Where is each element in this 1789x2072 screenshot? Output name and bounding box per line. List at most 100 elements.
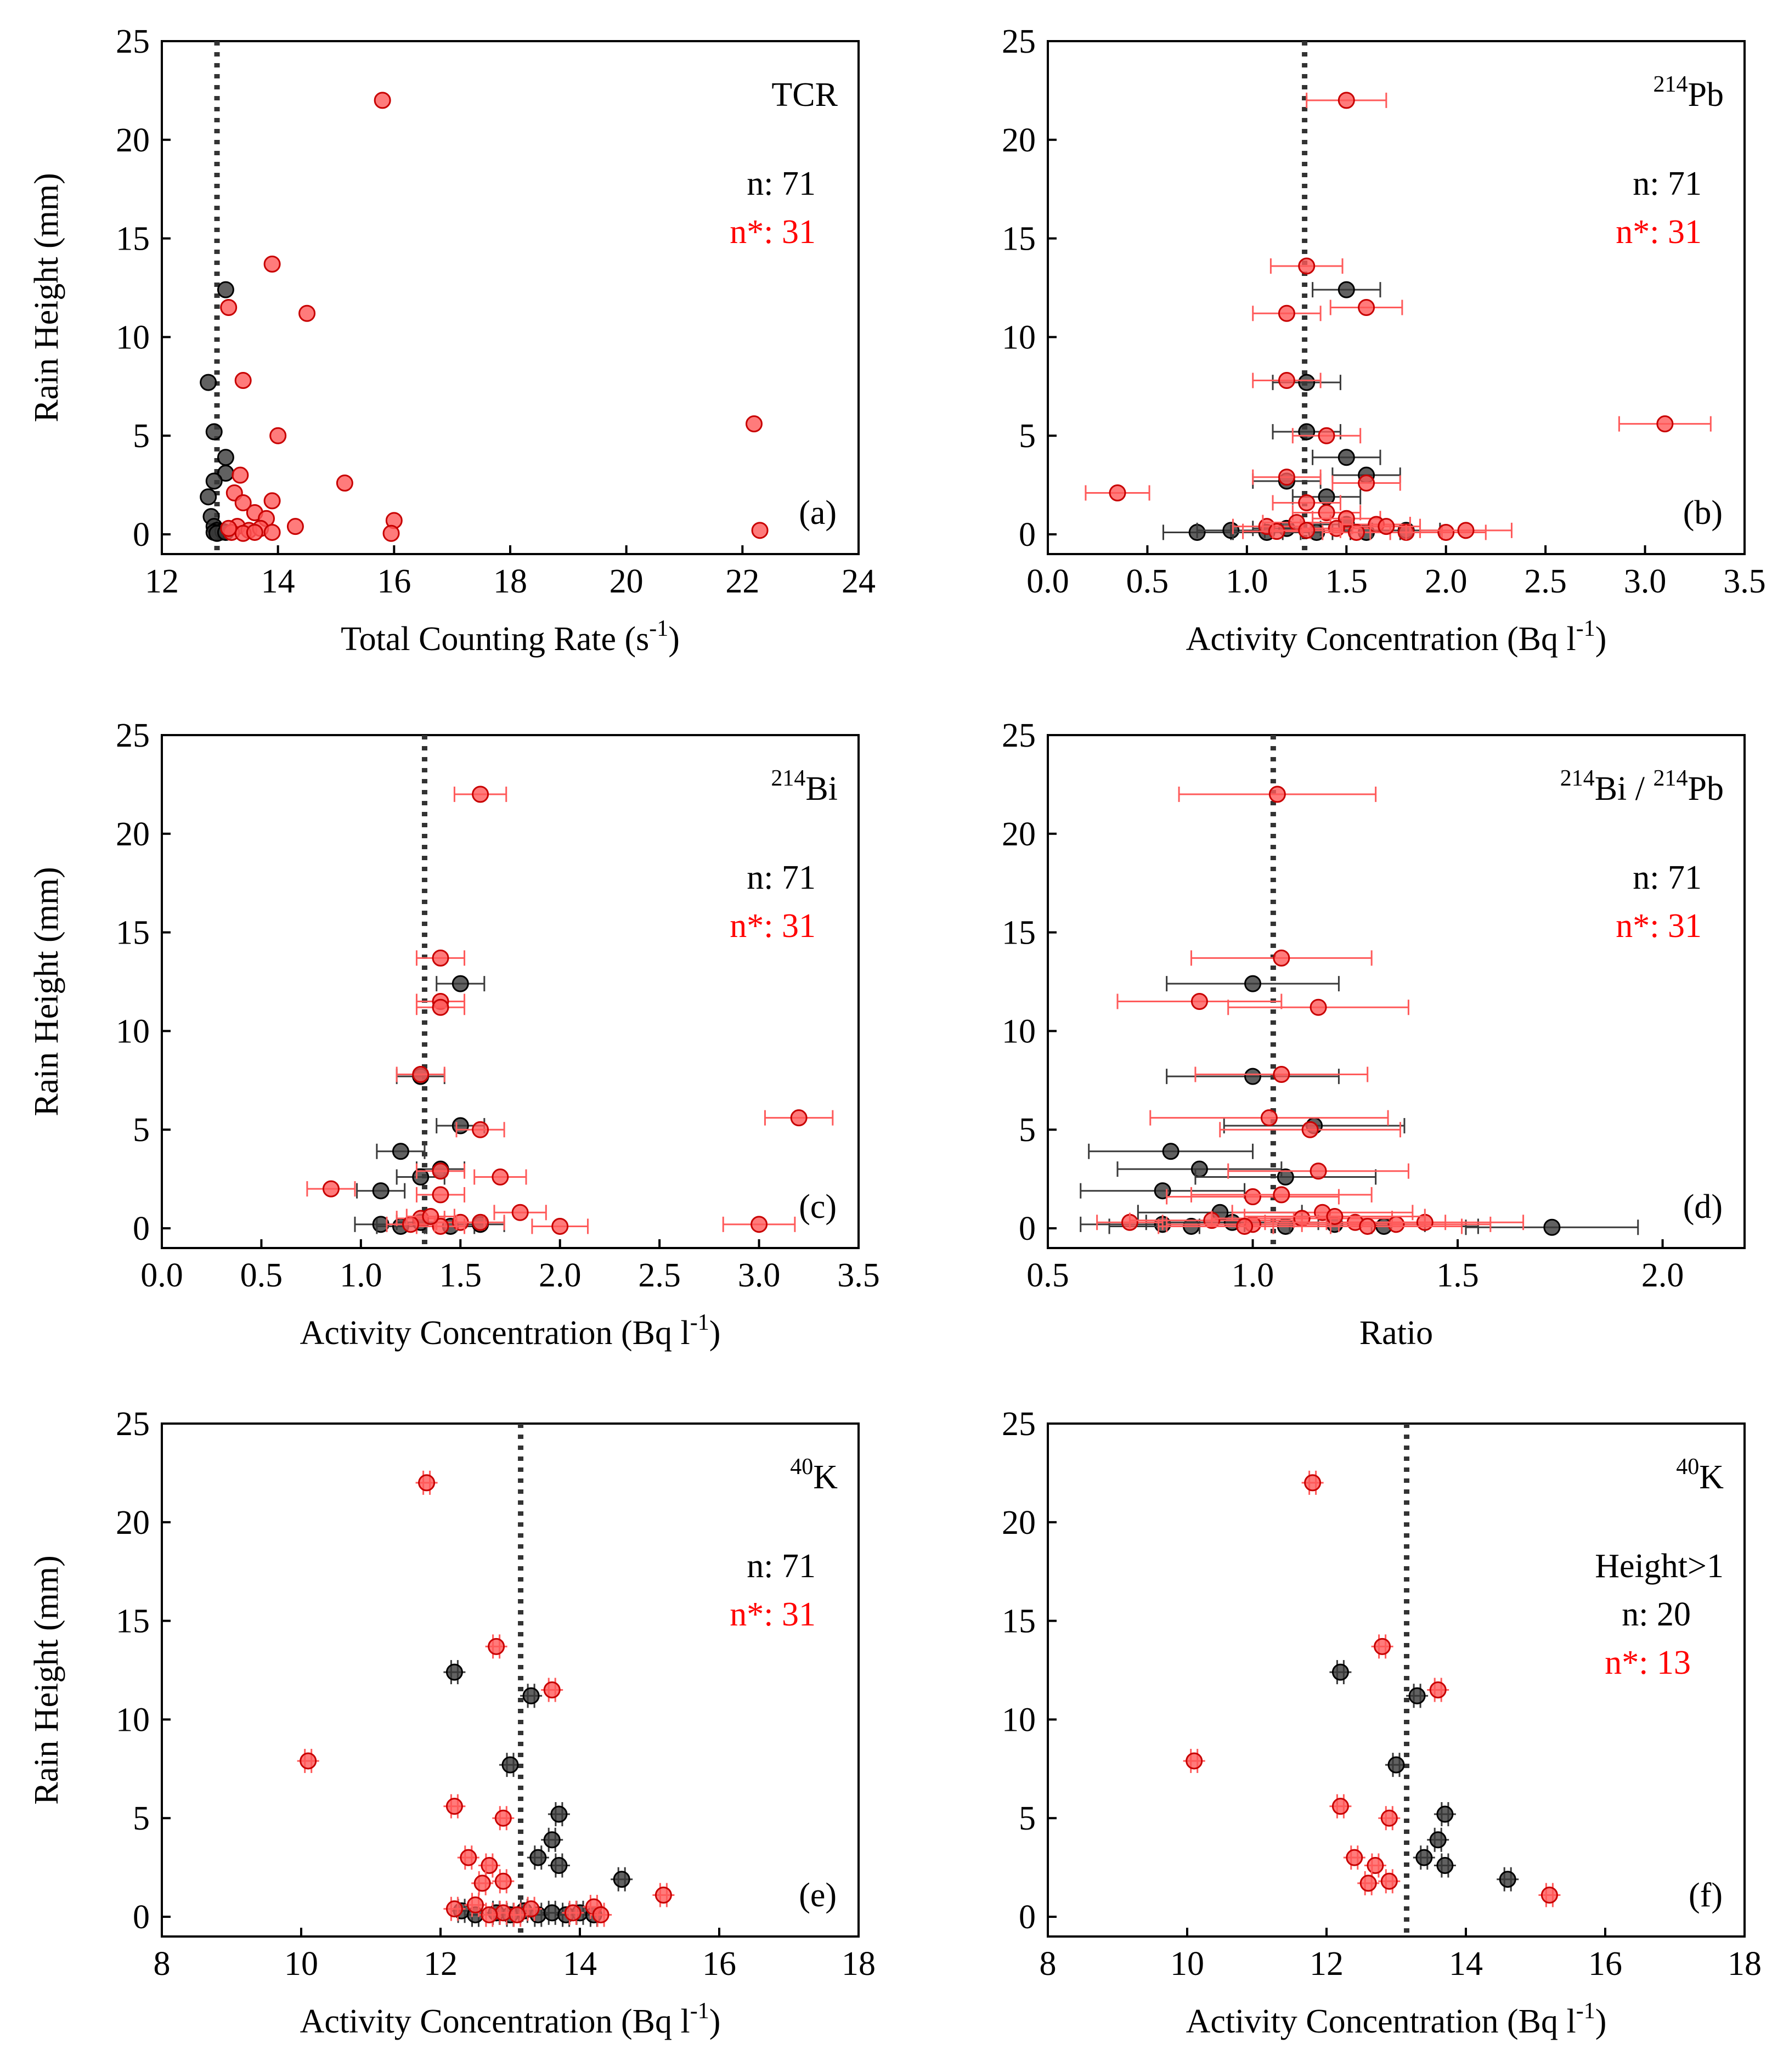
x-tick-label: 18 (493, 563, 527, 600)
y-tick-label: 10 (1002, 1701, 1036, 1738)
x-tick-label: 12 (424, 1945, 458, 1983)
data-point-red (336, 475, 353, 492)
y-tick-label: 0 (133, 516, 150, 554)
data-point-red (460, 1849, 477, 1866)
data-point-black (217, 449, 234, 466)
nstar-count: n*: 31 (730, 213, 816, 251)
data-point-black (1244, 1068, 1262, 1085)
x-tick-label: 0.0 (140, 1257, 183, 1294)
data-point-black (1408, 1687, 1426, 1704)
data-point-red (412, 1066, 430, 1083)
data-point-red (1304, 1474, 1322, 1492)
nstar-count: n*: 31 (730, 907, 816, 945)
data-point-black (392, 1143, 409, 1160)
x-tick-label: 20 (609, 563, 644, 600)
y-tick-label: 5 (133, 1800, 150, 1837)
n-count: n: 71 (747, 859, 816, 896)
y-tick-label: 25 (116, 717, 150, 754)
data-point-red (432, 949, 449, 967)
n-count: n: 71 (747, 1548, 816, 1585)
data-point-red (746, 415, 763, 433)
series-red (220, 92, 769, 542)
data-point-black (1337, 281, 1355, 298)
data-point-red (1367, 1857, 1384, 1875)
x-axis-label: Activity Concentration (Bq l-1) (1186, 1998, 1607, 2040)
x-tick-label: 12 (145, 563, 179, 600)
data-point-red (1268, 523, 1285, 540)
data-point-black (217, 281, 234, 298)
data-point-black (445, 1663, 463, 1681)
y-tick-label: 20 (116, 1504, 150, 1542)
data-point-red (1236, 1217, 1254, 1235)
data-point-black (543, 1904, 561, 1922)
data-point-black (1543, 1218, 1561, 1236)
x-tick-label: 2.5 (1524, 563, 1567, 600)
series-black (200, 281, 234, 542)
x-tick-label: 10 (1170, 1945, 1204, 1983)
data-point-black (1429, 1831, 1447, 1849)
data-point-red (1273, 949, 1290, 967)
x-tick-label: 14 (1449, 1945, 1483, 1983)
y-tick-label: 20 (1002, 122, 1036, 159)
data-point-black (1244, 975, 1262, 992)
y-tick-label: 0 (1019, 1899, 1036, 1936)
data-point-red (263, 492, 281, 510)
data-point-red (1298, 522, 1316, 539)
x-axis-label: Ratio (1359, 1314, 1433, 1352)
y-axis-label: Rain Height (mm) (28, 1555, 65, 1805)
y-tick-label: 10 (116, 319, 150, 356)
data-point-red (1186, 1752, 1203, 1770)
data-point-red (751, 522, 769, 539)
x-tick-label: 1.5 (1436, 1257, 1479, 1294)
x-tick-label: 16 (377, 563, 411, 600)
data-point-black (1331, 1663, 1349, 1681)
condition-text: Height>1 (1595, 1548, 1724, 1585)
n-count: n: 71 (747, 165, 816, 202)
data-point-black (543, 1831, 561, 1849)
y-tick-label: 15 (1002, 914, 1036, 952)
data-point-red (481, 1906, 498, 1923)
data-point-red (481, 1857, 498, 1875)
y-tick-label: 25 (1002, 717, 1036, 754)
nstar-count: n*: 13 (1605, 1644, 1691, 1681)
data-point-red (564, 1904, 582, 1922)
chart-panel-1: 12 14 16 18 20 22 24 0 5 10 15 20 25 Total Counting R… (28, 23, 876, 658)
data-point-black (1298, 423, 1316, 441)
data-point-red (263, 523, 281, 541)
panel-title: 40K (790, 1454, 838, 1496)
y-tick-label: 20 (116, 816, 150, 853)
data-point-red (1358, 475, 1375, 492)
data-point-black (205, 472, 223, 490)
data-point-red (473, 1875, 491, 1892)
x-tick-label: 1.5 (439, 1257, 482, 1294)
x-tick-label: 3.0 (1624, 563, 1667, 600)
data-point-red (472, 786, 489, 803)
n-count: n: 71 (1633, 165, 1702, 202)
x-tick-label: 10 (284, 1945, 318, 1983)
data-point-black (452, 975, 469, 992)
data-point-red (654, 1886, 672, 1904)
y-axis-label: Rain Height (mm) (28, 173, 65, 422)
y-tick-label: 15 (116, 914, 150, 952)
n-count: n: 20 (1622, 1596, 1691, 1633)
data-point-red (492, 1168, 509, 1186)
y-tick-label: 25 (116, 23, 150, 60)
data-point-red (1273, 1186, 1290, 1204)
y-tick-label: 10 (116, 1013, 150, 1050)
y-tick-label: 5 (1019, 1111, 1036, 1149)
series-red (306, 786, 834, 1235)
data-point-red (402, 1216, 420, 1233)
data-point-black (501, 1756, 519, 1774)
y-tick-label: 15 (116, 1603, 150, 1640)
chart-panel-4: 0.5 1.0 1.5 2.0 0 5 10 15 20 25 Ratio 214Bi / 214Pb… (1002, 717, 1746, 1352)
data-point-red (1310, 1162, 1327, 1180)
data-point-red (220, 520, 238, 537)
data-point-black (372, 1182, 390, 1200)
panel-label: (b) (1683, 494, 1723, 532)
x-tick-label: 22 (725, 563, 759, 600)
y-tick-label: 25 (1002, 1405, 1036, 1443)
data-point-red (592, 1906, 609, 1923)
chart-panel-2: 0.0 0.5 1.0 1.5 2.0 2.5 3.0 3.5 0 5 10 15 20 25 Activi… (1002, 23, 1766, 658)
data-point-red (1326, 1207, 1344, 1225)
